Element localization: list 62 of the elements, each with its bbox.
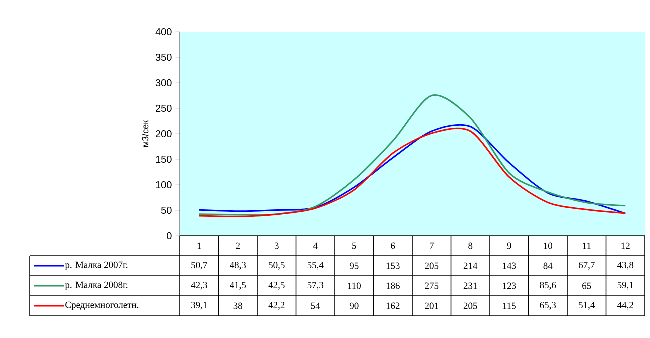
data-label: 153: [386, 262, 400, 270]
data-label: 55,4: [308, 262, 324, 270]
data-label: 115: [503, 302, 516, 310]
line-series: [198, 94, 626, 216]
y-tick-label: 50: [161, 206, 172, 214]
y-tick-label: 200: [156, 130, 172, 138]
data-label: 186: [386, 282, 400, 290]
data-label: 67,7: [578, 262, 595, 270]
data-label: 84: [544, 262, 553, 270]
x-tick-label: 8: [468, 242, 473, 250]
data-label: 41,5: [230, 282, 246, 290]
y-tick-label: 350: [156, 54, 172, 62]
legend-label: р. Малка 2008г.: [65, 282, 128, 290]
y-tick-label: 300: [156, 79, 172, 87]
data-label: 48,3: [230, 262, 246, 270]
y-tick-label: 250: [156, 104, 172, 112]
data-label: 85,6: [540, 282, 556, 290]
data-label: 50,7: [192, 262, 208, 270]
x-tick-label: 4: [313, 242, 318, 250]
data-label: 65,3: [540, 302, 556, 310]
data-label: 42,3: [191, 282, 208, 290]
x-tick-label: 3: [274, 242, 279, 250]
legend-label: Среднемноголетн.: [66, 302, 139, 310]
x-tick-label: 6: [391, 242, 396, 250]
data-label: 95: [350, 262, 359, 270]
data-label: 59,1: [618, 282, 634, 290]
data-label: 110: [348, 282, 361, 290]
data-label: 123: [503, 282, 516, 290]
y-tick-label: 0: [167, 232, 172, 240]
data-label: 44,2: [618, 302, 634, 310]
y-tick-label: 100: [156, 181, 172, 189]
y-axis-title: м3/сек: [142, 120, 149, 147]
data-label: 39,1: [192, 302, 208, 310]
legend-label: р. Малка 2007г.: [65, 262, 128, 270]
x-tick-label: 5: [352, 242, 356, 250]
data-label: 43,8: [618, 262, 634, 270]
y-tick-label: 150: [156, 156, 172, 164]
data-label: 65: [582, 282, 592, 290]
data-label: 275: [425, 282, 439, 290]
data-label: 38: [234, 302, 243, 310]
data-label: 205: [464, 302, 478, 310]
x-tick-label: 10: [544, 242, 553, 250]
x-tick-label: 7: [430, 242, 434, 250]
data-label: 231: [464, 282, 478, 290]
data-label: 54: [311, 302, 320, 310]
data-label: 42,5: [268, 282, 285, 290]
x-tick-label: 11: [583, 242, 591, 250]
data-label: 201: [425, 302, 438, 310]
data-label: 90: [350, 302, 359, 310]
data-label: 205: [425, 262, 439, 270]
x-tick-label: 12: [622, 242, 630, 250]
y-tick-label: 400: [156, 28, 172, 36]
data-label: 42,2: [268, 302, 285, 310]
x-tick-label: 9: [507, 242, 512, 250]
x-tick-label: 1: [198, 242, 202, 250]
data-label: 143: [503, 262, 516, 270]
data-label: 50,5: [269, 262, 285, 270]
data-label: 51,4: [579, 302, 596, 310]
data-label: 214: [464, 262, 478, 270]
data-label: 57,3: [308, 282, 324, 290]
data-label: 162: [386, 302, 400, 310]
x-tick-label: 2: [236, 242, 240, 250]
